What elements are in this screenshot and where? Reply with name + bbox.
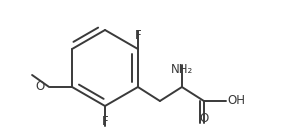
Text: O: O bbox=[36, 81, 45, 94]
Text: NH₂: NH₂ bbox=[171, 63, 193, 76]
Text: OH: OH bbox=[227, 95, 245, 107]
Text: F: F bbox=[135, 29, 141, 42]
Text: O: O bbox=[199, 112, 208, 125]
Text: F: F bbox=[102, 115, 108, 128]
